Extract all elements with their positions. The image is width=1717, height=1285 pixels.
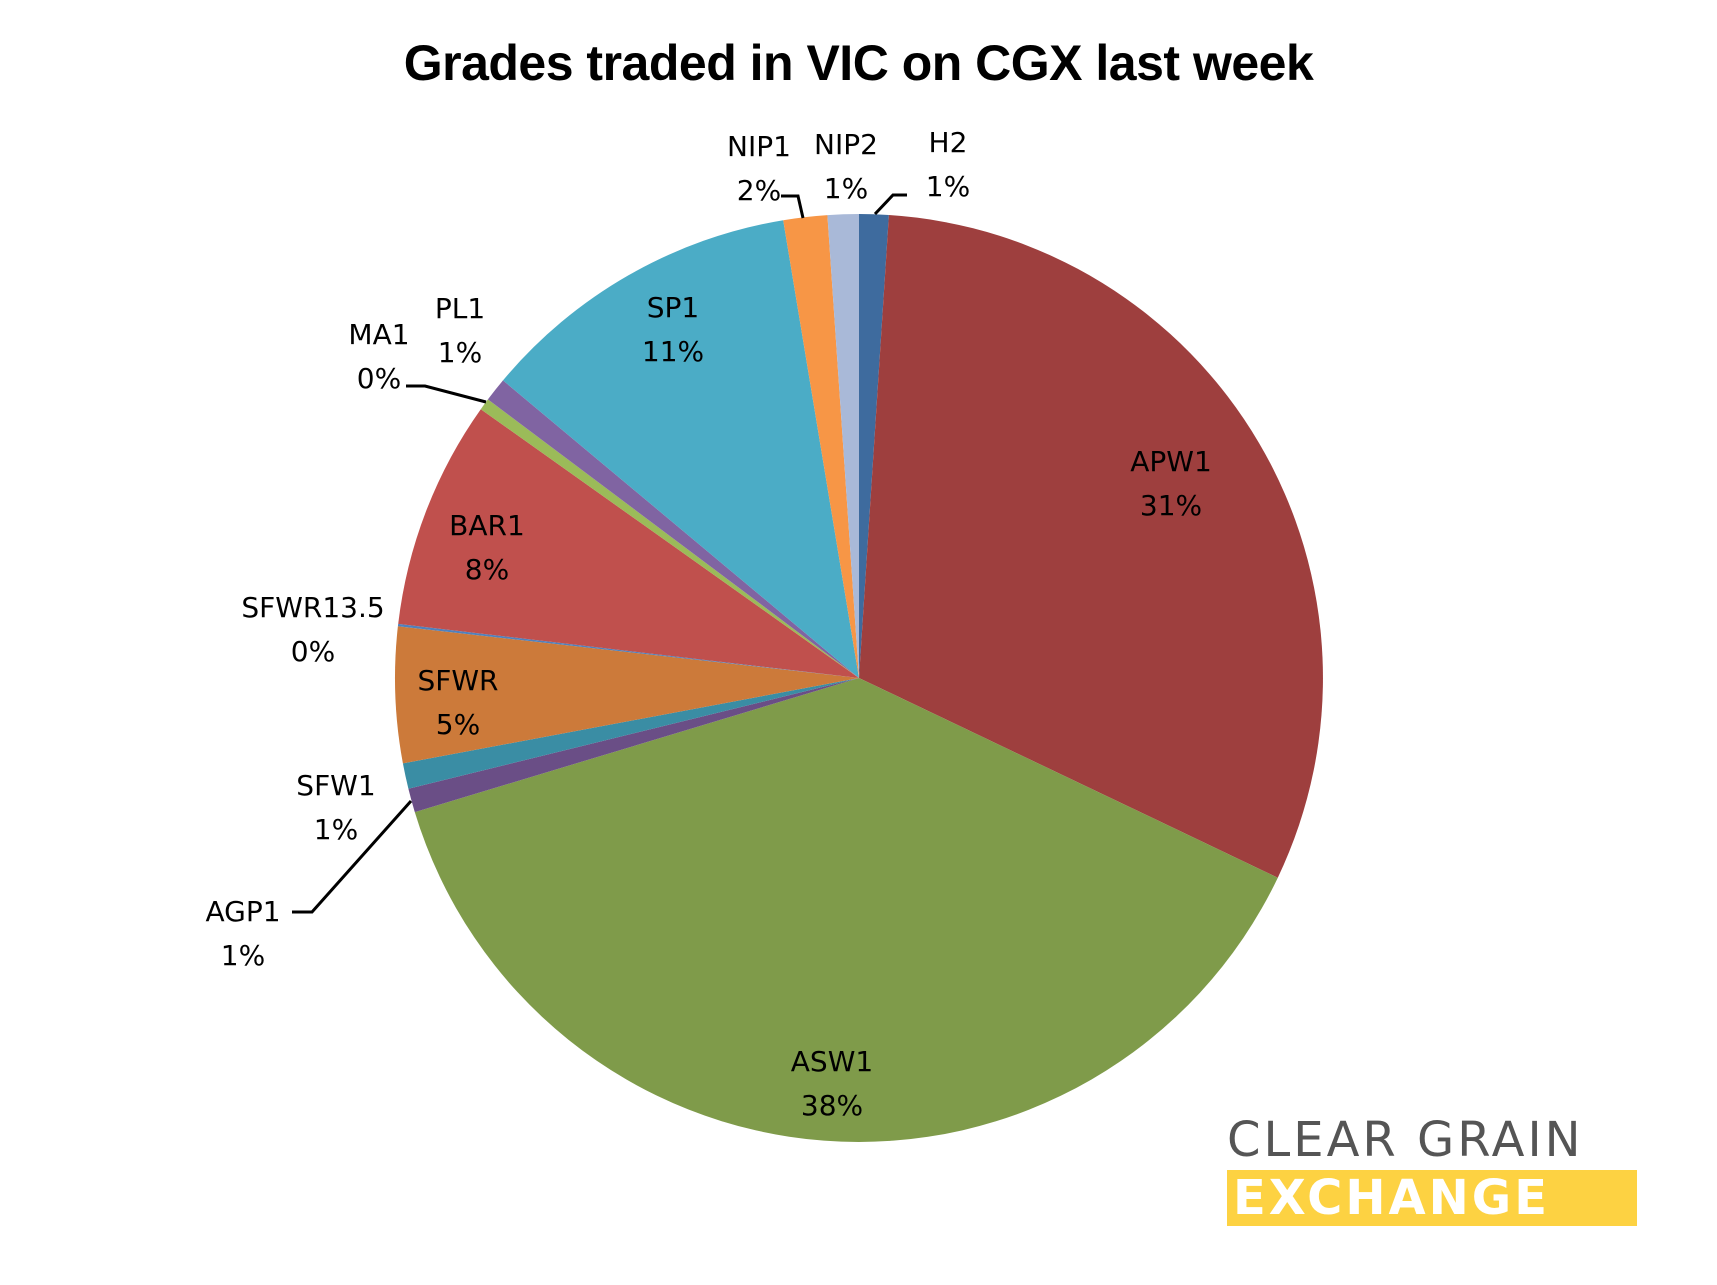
label-h2: H2 1%: [926, 121, 970, 209]
logo-line-1: CLEAR GRAIN: [1227, 1112, 1584, 1168]
pie-slices: [394, 214, 1323, 1142]
slice-sfw1[interactable]: [402, 678, 859, 789]
slice-sp1[interactable]: [503, 220, 859, 678]
leader-line-h2: [873, 193, 907, 216]
label-sp1-pct: 11%: [641, 335, 705, 368]
slice-sfwr[interactable]: [394, 626, 859, 764]
leader-line-agp1: [292, 800, 413, 914]
logo-line-2: EXCHANGE: [1233, 1170, 1550, 1226]
label-agp1-name: AGP1: [205, 895, 281, 928]
label-apw1-pct: 31%: [1139, 489, 1203, 522]
label-sfwr135-pct: 0%: [290, 635, 336, 668]
label-apw1: APW1 31%: [1130, 440, 1212, 528]
label-nip2-name: NIP2: [814, 128, 878, 161]
label-ma1: MA1 0%: [348, 313, 409, 401]
slice-nip2[interactable]: [827, 214, 859, 678]
label-pl1: PL1 1%: [435, 287, 485, 375]
label-sfwr-name: SFWR: [417, 664, 499, 697]
slice-nip1[interactable]: [783, 215, 859, 678]
label-sfw1: SFW1 1%: [296, 764, 375, 852]
clear-grain-exchange-logo: CLEAR GRAIN EXCHANGE: [1227, 1115, 1637, 1226]
slice-h2[interactable]: [859, 214, 889, 678]
label-sfwr: SFWR 5%: [417, 659, 498, 747]
leader-lines: [292, 193, 907, 914]
label-bar1-name: BAR1: [449, 509, 525, 542]
label-apw1-name: APW1: [1130, 445, 1212, 478]
label-sfw1-name: SFW1: [296, 769, 376, 802]
label-sfwr135: SFWR13.5 0%: [241, 586, 384, 674]
label-agp1-pct: 1%: [220, 939, 266, 972]
slice-ma1[interactable]: [480, 399, 859, 678]
label-h2-pct: 1%: [925, 170, 971, 203]
label-ma1-pct: 0%: [356, 362, 402, 395]
label-nip1: NIP1 2%: [727, 125, 791, 213]
slice-bar1[interactable]: [398, 409, 859, 678]
logo-band: EXCHANGE: [1227, 1170, 1637, 1226]
label-nip2: NIP2 1%: [814, 123, 878, 211]
label-sp1-name: SP1: [646, 291, 700, 324]
slice-sfwr135[interactable]: [397, 623, 859, 678]
label-asw1: ASW1 38%: [791, 1040, 873, 1128]
slice-pl1[interactable]: [487, 380, 859, 678]
label-sfw1-pct: 1%: [313, 813, 359, 846]
label-h2-name: H2: [928, 126, 968, 159]
label-asw1-name: ASW1: [790, 1045, 874, 1078]
label-nip2-pct: 1%: [823, 172, 869, 205]
label-pl1-pct: 1%: [437, 336, 483, 369]
leader-line-ma1: [406, 384, 487, 404]
leader-line-nip1: [781, 194, 805, 219]
chart-title: Grades traded in VIC on CGX last week: [403, 35, 1314, 91]
slice-asw1[interactable]: [414, 678, 1278, 1142]
label-sp1: SP1 11%: [642, 286, 704, 374]
label-pl1-name: PL1: [434, 292, 486, 325]
label-asw1-pct: 38%: [800, 1089, 864, 1122]
slice-agp1[interactable]: [408, 678, 859, 813]
label-nip1-name: NIP1: [727, 130, 791, 163]
label-sfwr-pct: 5%: [435, 708, 481, 741]
label-agp1: AGP1 1%: [205, 890, 280, 978]
slice-apw1[interactable]: [859, 215, 1323, 878]
label-ma1-name: MA1: [348, 318, 410, 351]
label-sfwr135-name: SFWR13.5: [241, 591, 385, 624]
label-bar1: BAR1 8%: [449, 504, 525, 592]
label-nip1-pct: 2%: [736, 174, 782, 207]
label-bar1-pct: 8%: [464, 553, 510, 586]
